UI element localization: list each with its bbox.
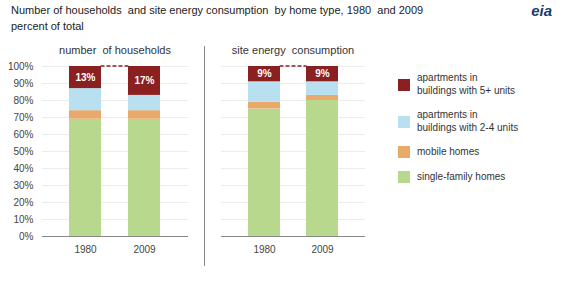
svg-text:40%: 40% (13, 163, 33, 174)
svg-text:90%: 90% (13, 78, 33, 89)
svg-text:30%: 30% (13, 180, 33, 191)
html-text:percent of total: percent of total (11, 20, 84, 32)
svg-text:9%: 9% (315, 68, 330, 79)
svg-text:2009: 2009 (133, 244, 156, 255)
html-text:number of households: number of households (59, 44, 171, 56)
html-text:apartments in buildings with 2: apartments in buildings with 2-4 units (417, 109, 519, 133)
svg-text:100%: 100% (8, 61, 34, 72)
svg-text:80%: 80% (13, 95, 33, 106)
svg-text:60%: 60% (13, 129, 33, 140)
svg-text:0%: 0% (19, 231, 34, 242)
svg-text:70%: 70% (13, 112, 33, 123)
html-text:Number of households and site: Number of households and site energy con… (11, 4, 424, 16)
svg-text:9%: 9% (257, 68, 272, 79)
html-text:apartments in buildings with 5: apartments in buildings with 5+ units (417, 72, 516, 96)
svg-text:1980: 1980 (74, 244, 97, 255)
svg-text:1980: 1980 (253, 244, 276, 255)
svg-text:20%: 20% (13, 197, 33, 208)
svg-text:13%: 13% (75, 72, 95, 83)
html-text:site energy consumption: site energy consumption (231, 44, 355, 56)
svg-text:17%: 17% (134, 75, 154, 86)
svg-text:50%: 50% (13, 146, 33, 157)
svg-text:2009: 2009 (311, 244, 334, 255)
html-text:single-family homes: single-family homes (417, 170, 506, 182)
html-text:mobile homes: mobile homes (417, 146, 480, 157)
svg-text:10%: 10% (13, 214, 33, 225)
html-text:eia: eia (531, 2, 552, 19)
